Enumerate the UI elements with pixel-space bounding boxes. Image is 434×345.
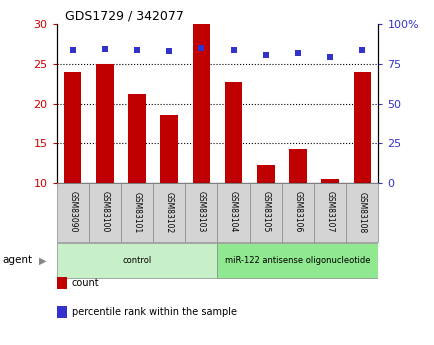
Text: GSM83107: GSM83107 [325,191,334,233]
Text: GSM83106: GSM83106 [293,191,302,233]
FancyBboxPatch shape [56,244,217,277]
Text: GSM83090: GSM83090 [68,191,77,233]
Point [326,54,333,59]
Bar [224,82,242,183]
Text: percentile rank within the sample: percentile rank within the sample [72,307,236,317]
Text: GSM83102: GSM83102 [164,191,173,233]
Text: GDS1729 / 342077: GDS1729 / 342077 [65,9,184,22]
Text: miR-122 antisense oligonucleotide: miR-122 antisense oligonucleotide [225,256,370,265]
Point [133,48,140,53]
Point [101,46,108,51]
Point [358,47,365,52]
Text: control: control [122,256,151,265]
Text: count: count [72,278,99,288]
Bar [160,115,178,183]
Text: GSM83101: GSM83101 [132,191,141,233]
Text: GSM83105: GSM83105 [261,191,270,233]
Text: agent: agent [2,256,32,265]
Point [165,48,172,54]
Bar [96,64,113,183]
Point [294,50,301,56]
Text: GSM83108: GSM83108 [357,191,366,233]
Point [262,52,269,58]
Text: ▶: ▶ [39,256,46,265]
Bar [64,72,81,183]
FancyBboxPatch shape [217,244,378,277]
Bar [192,24,210,183]
Text: GSM83100: GSM83100 [100,191,109,233]
Point [230,47,237,52]
Bar [256,165,274,183]
Bar [289,149,306,183]
Bar [353,72,370,183]
Bar [321,179,338,183]
Point [69,48,76,53]
Text: GSM83103: GSM83103 [197,191,205,233]
Bar [128,94,145,183]
Text: GSM83104: GSM83104 [229,191,237,233]
Point [197,45,204,51]
